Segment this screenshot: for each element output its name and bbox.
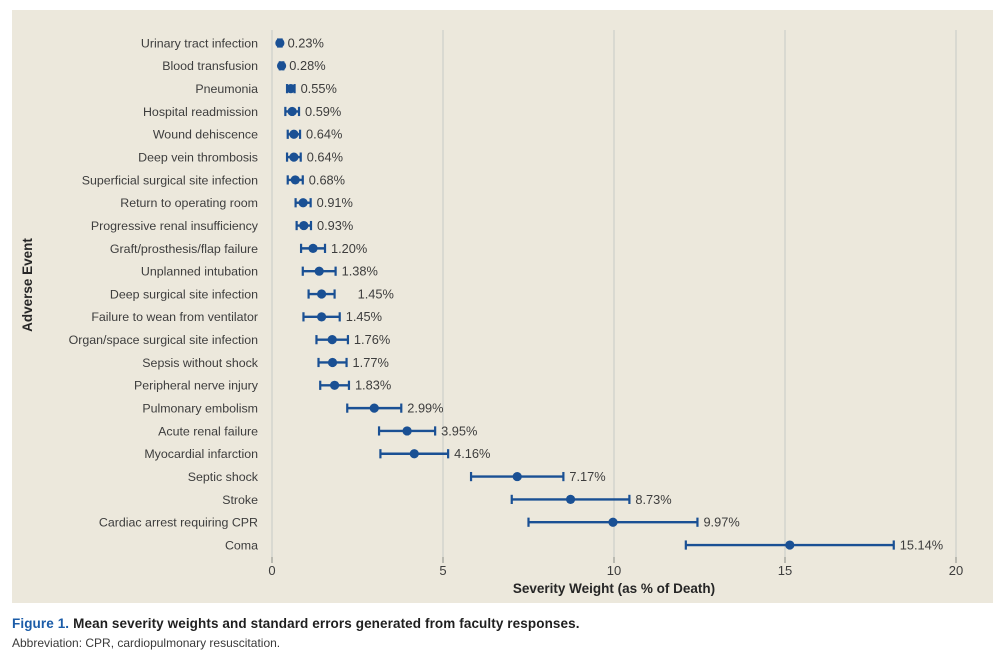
category-label: Progressive renal insufficiency <box>91 219 259 233</box>
category-label: Cardiac arrest requiring CPR <box>99 516 258 530</box>
category-label: Deep vein thrombosis <box>138 151 258 165</box>
x-tick-label: 0 <box>268 563 275 578</box>
mean-dot <box>275 38 285 48</box>
value-label: 0.59% <box>305 104 341 119</box>
mean-dot <box>289 152 299 162</box>
mean-dot <box>327 357 338 368</box>
mean-dot <box>316 289 327 299</box>
mean-dot <box>299 220 309 231</box>
value-label: 1.38% <box>342 264 378 279</box>
category-label: Urinary tract infection <box>141 36 258 50</box>
mean-dot <box>512 471 522 482</box>
value-label: 7.17% <box>569 469 605 484</box>
mean-dot <box>402 426 412 436</box>
x-tick-label: 20 <box>949 563 963 578</box>
mean-dot <box>316 312 327 322</box>
mean-dot <box>409 449 419 459</box>
value-label: 0.93% <box>317 218 353 233</box>
figure-label: Figure 1. <box>12 616 70 631</box>
category-label: Wound dehiscence <box>153 128 258 142</box>
value-label: 0.55% <box>301 81 337 96</box>
mean-dot <box>290 175 300 185</box>
value-label: 0.91% <box>317 195 353 210</box>
mean-dot <box>369 403 379 413</box>
mean-dot <box>565 494 576 504</box>
mean-dot <box>276 61 287 71</box>
category-label: Coma <box>225 538 258 552</box>
mean-dot <box>289 129 299 139</box>
x-tick-label: 15 <box>778 563 792 578</box>
value-label: 0.23% <box>288 35 324 50</box>
mean-dot <box>287 106 297 117</box>
value-label: 1.20% <box>331 241 367 256</box>
category-label: Graft/prosthesis/flap failure <box>110 242 258 256</box>
category-label: Acute renal failure <box>158 424 258 438</box>
value-label: 0.64% <box>307 150 343 165</box>
mean-dot <box>608 517 618 527</box>
figure-caption: Figure 1. Mean severity weights and stand… <box>12 616 580 631</box>
mean-dot <box>314 266 324 276</box>
category-label: Failure to wean from ventilator <box>91 310 258 324</box>
value-label: 0.64% <box>306 127 342 142</box>
category-label: Organ/space surgical site infection <box>69 333 259 347</box>
x-tick-label: 5 <box>439 563 446 578</box>
category-label: Peripheral nerve injury <box>134 379 259 393</box>
mean-dot <box>329 380 340 390</box>
abbreviation-note: Abbreviation: CPR, cardiopulmonary resus… <box>12 636 281 650</box>
y-axis-title: Adverse Event <box>20 238 35 332</box>
value-label: 1.45% <box>346 309 382 324</box>
category-label: Pulmonary embolism <box>142 402 258 416</box>
category-label: Hospital readmission <box>143 105 258 119</box>
mean-dot <box>298 198 308 208</box>
category-label: Return to operating room <box>120 196 258 210</box>
x-tick-label: 10 <box>607 563 621 578</box>
category-label: Unplanned intubation <box>141 265 258 279</box>
mean-dot <box>308 243 318 253</box>
chart-panel-background <box>12 10 993 603</box>
value-label: 15.14% <box>900 537 943 552</box>
category-label: Myocardial infarction <box>144 447 258 461</box>
value-label: 1.83% <box>355 378 391 393</box>
value-label: 2.99% <box>407 401 443 416</box>
category-label: Septic shock <box>188 470 259 484</box>
mean-dot <box>785 540 795 550</box>
category-label: Blood transfusion <box>162 59 258 73</box>
figure-caption-text: Mean severity weights and standard error… <box>73 616 580 631</box>
x-axis-title: Severity Weight (as % of Death) <box>513 581 715 596</box>
mean-dot <box>286 84 296 94</box>
category-label: Deep surgical site infection <box>110 287 258 301</box>
value-label: 1.76% <box>354 332 390 347</box>
mean-dot <box>327 335 337 345</box>
value-label: 8.73% <box>635 492 671 507</box>
category-label: Sepsis without shock <box>142 356 259 370</box>
value-label: 4.16% <box>454 446 490 461</box>
category-label: Stroke <box>222 493 258 507</box>
category-label: Superficial surgical site infection <box>82 173 258 187</box>
value-label: 0.28% <box>289 58 325 73</box>
value-label: 1.77% <box>353 355 389 370</box>
value-label: 3.95% <box>441 423 477 438</box>
value-label: 0.68% <box>309 172 345 187</box>
value-label: 9.97% <box>703 515 739 530</box>
category-label: Pneumonia <box>195 82 258 96</box>
value-label: 1.45% <box>358 286 394 301</box>
